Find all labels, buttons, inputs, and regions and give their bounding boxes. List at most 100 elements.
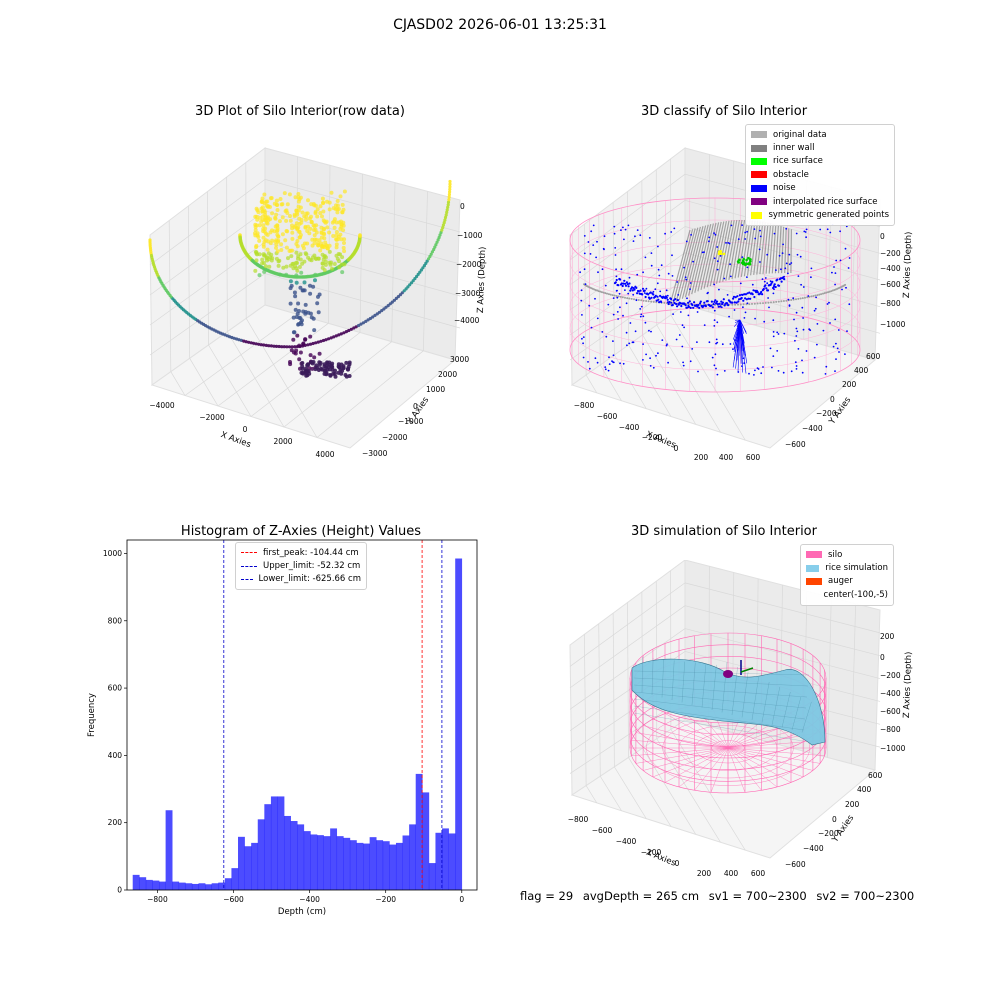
z-tick-label: −1000 (457, 231, 483, 240)
histogram-bar (428, 863, 436, 890)
legend-label: Upper_limit: -52.32 cm (263, 561, 361, 572)
symmetric-point (719, 252, 723, 255)
legend-entry: auger (806, 575, 888, 588)
noise-point (619, 362, 621, 365)
rice-surface-point (740, 261, 744, 265)
noise-point (826, 228, 829, 231)
data-point (406, 285, 410, 289)
data-point (336, 362, 341, 367)
noise-point (612, 313, 615, 316)
data-point (285, 202, 290, 207)
histogram-bar (415, 773, 423, 890)
noise-point (689, 306, 692, 309)
data-point (327, 230, 332, 235)
data-point (349, 327, 353, 331)
legend-swatch (806, 591, 818, 598)
wall-point (806, 296, 809, 299)
data-point (446, 203, 450, 207)
data-point (300, 371, 305, 376)
histogram-bar (277, 796, 285, 890)
z-tick-label: −2000 (456, 260, 482, 269)
noise-point (834, 283, 836, 286)
data-point (325, 244, 329, 248)
grid-line (189, 358, 219, 407)
data-point (294, 348, 299, 353)
data-point (392, 298, 396, 302)
noise-point (736, 295, 739, 298)
data-point (361, 321, 365, 325)
data-point (290, 236, 295, 241)
data-point (277, 344, 281, 349)
noise-point (659, 290, 662, 293)
data-point (424, 261, 428, 265)
data-point (259, 343, 263, 347)
wall-stroke (784, 227, 787, 274)
data-point (262, 269, 267, 274)
noise-point (675, 338, 678, 341)
data-point (325, 367, 330, 372)
noise-point (714, 233, 717, 236)
noise-point (802, 328, 805, 331)
noise-point (715, 367, 717, 370)
data-point (297, 343, 302, 348)
grid-line (585, 785, 598, 804)
wall-stroke (684, 226, 704, 298)
noise-point (607, 303, 610, 306)
histogram-bar (336, 836, 344, 890)
y-tick-label: 200 (845, 800, 860, 809)
data-point (429, 252, 433, 256)
noise-point (725, 242, 727, 244)
surface-mesh (761, 681, 770, 723)
noise-point (790, 262, 793, 264)
noise-point (628, 282, 631, 285)
noise-point (666, 301, 669, 304)
data-point (324, 338, 328, 342)
data-point (272, 201, 277, 206)
wall-point (812, 295, 815, 297)
data-point (444, 213, 448, 217)
data-point (280, 215, 285, 220)
noise-point (744, 293, 747, 296)
data-point (448, 182, 452, 186)
noise-point (590, 326, 593, 329)
histogram-bar (290, 821, 298, 890)
grid-line (642, 747, 697, 835)
y-tick-label: 600 (866, 352, 881, 361)
data-point (341, 228, 346, 233)
histogram-bar (211, 883, 219, 890)
data-point (273, 216, 278, 221)
data-point (294, 315, 299, 319)
legend-entry: Lower_limit: -625.66 cm (241, 573, 361, 586)
data-point (237, 338, 241, 342)
noise-point (655, 299, 658, 302)
data-point (286, 256, 290, 261)
data-point (278, 272, 282, 277)
wall-stroke (725, 220, 738, 281)
noise-point (680, 304, 683, 308)
wall-stroke (678, 227, 699, 301)
noise-stroke (732, 319, 741, 368)
x-tick-label: −600 (223, 895, 244, 904)
panel4-legend: silo rice simulation auger center(-100,-5) (800, 544, 894, 606)
noise-point (780, 280, 783, 283)
x-tick-label: −200 (641, 848, 662, 857)
noise-point (657, 245, 659, 248)
data-point (317, 351, 322, 356)
noise-point (595, 256, 597, 259)
noise-stroke (733, 319, 741, 327)
noise-point (718, 302, 721, 305)
noise-point (689, 282, 692, 284)
noise-point (652, 290, 655, 293)
noise-point (713, 283, 716, 286)
data-point (280, 345, 284, 349)
noise-point (642, 343, 644, 345)
y-tick-label: 200 (108, 818, 123, 827)
noise-point (702, 305, 705, 308)
wall-point (739, 303, 742, 306)
noise-point (689, 288, 691, 291)
data-point (339, 371, 344, 376)
data-point (259, 199, 264, 204)
wall-point (753, 302, 756, 305)
noise-point (631, 341, 634, 344)
wall-point (820, 293, 823, 296)
